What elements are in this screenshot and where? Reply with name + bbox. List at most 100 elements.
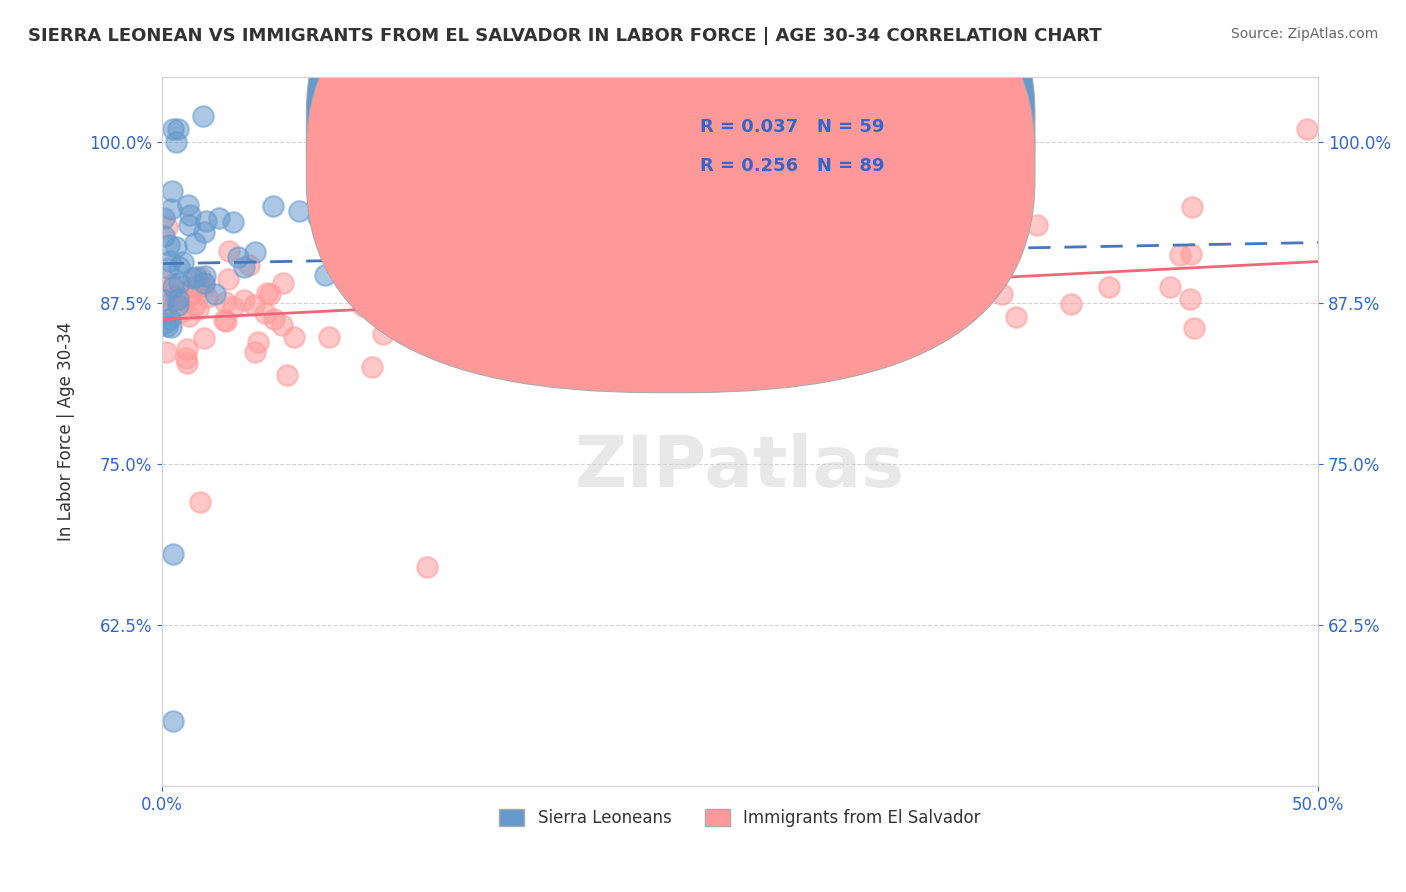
Point — [233, 260, 256, 275]
Point — [160, 319, 183, 334]
Point — [314, 268, 336, 283]
Point — [170, 305, 193, 319]
Point — [799, 289, 821, 303]
Point — [256, 285, 278, 300]
Point — [193, 331, 215, 345]
Point — [883, 260, 905, 274]
Text: R = 0.037   N = 59: R = 0.037 N = 59 — [700, 118, 884, 136]
Point — [165, 135, 187, 149]
Point — [806, 280, 828, 294]
Point — [1159, 280, 1181, 294]
Point — [155, 319, 177, 334]
Point — [218, 244, 240, 259]
Point — [153, 229, 176, 244]
Point — [1060, 297, 1083, 311]
Point — [831, 298, 853, 312]
Point — [825, 286, 848, 301]
Point — [529, 269, 551, 284]
Point — [430, 318, 453, 333]
Text: R = 0.256   N = 89: R = 0.256 N = 89 — [700, 157, 884, 175]
Point — [194, 214, 217, 228]
Point — [188, 495, 211, 509]
Point — [159, 254, 181, 268]
Point — [177, 218, 200, 232]
Point — [742, 260, 765, 275]
Point — [283, 330, 305, 344]
Point — [162, 277, 184, 291]
Point — [166, 298, 188, 312]
Point — [195, 290, 218, 304]
Point — [1295, 122, 1317, 136]
Point — [184, 298, 207, 312]
Point — [929, 251, 952, 265]
Point — [162, 714, 184, 729]
Point — [156, 220, 179, 235]
Point — [162, 122, 184, 136]
Point — [172, 255, 194, 269]
Point — [246, 334, 269, 349]
Point — [214, 294, 236, 309]
Point — [942, 299, 965, 313]
Point — [190, 270, 212, 285]
Point — [1180, 247, 1202, 261]
Point — [153, 211, 176, 226]
Point — [361, 360, 384, 375]
Point — [585, 368, 607, 383]
Point — [766, 190, 789, 204]
Point — [432, 187, 454, 202]
Point — [153, 273, 176, 287]
Point — [920, 272, 942, 286]
Point — [153, 316, 176, 330]
Point — [243, 245, 266, 260]
Point — [1168, 247, 1191, 261]
Point — [612, 255, 634, 269]
Point — [756, 232, 779, 246]
Point — [512, 219, 534, 234]
Point — [162, 279, 184, 293]
Point — [415, 559, 437, 574]
Point — [166, 292, 188, 306]
Point — [176, 292, 198, 306]
Point — [271, 276, 294, 290]
Point — [153, 293, 176, 308]
Point — [370, 293, 392, 308]
Point — [557, 262, 579, 277]
Point — [911, 294, 934, 309]
Point — [155, 344, 177, 359]
Point — [169, 291, 191, 305]
Point — [156, 261, 179, 276]
Point — [177, 198, 200, 212]
Point — [179, 208, 201, 222]
Point — [782, 259, 804, 273]
Point — [938, 303, 960, 318]
Point — [162, 547, 184, 561]
Point — [226, 250, 249, 264]
Point — [204, 287, 226, 301]
Point — [508, 310, 530, 324]
Text: Source: ZipAtlas.com: Source: ZipAtlas.com — [1230, 27, 1378, 41]
Point — [181, 280, 204, 294]
Point — [167, 122, 190, 136]
Point — [176, 342, 198, 356]
Point — [481, 324, 503, 338]
Point — [1026, 218, 1049, 232]
Point — [454, 323, 477, 337]
Point — [371, 327, 394, 342]
Point — [1098, 280, 1121, 294]
Point — [174, 351, 197, 366]
Point — [1182, 321, 1205, 335]
Point — [193, 278, 215, 293]
Point — [215, 314, 238, 328]
Point — [243, 344, 266, 359]
Point — [262, 199, 284, 213]
Point — [543, 241, 565, 255]
Point — [271, 318, 294, 332]
Point — [243, 298, 266, 312]
Point — [1005, 310, 1028, 325]
Point — [312, 217, 335, 231]
Point — [193, 109, 215, 123]
Point — [364, 219, 387, 234]
Point — [165, 240, 187, 254]
Point — [222, 215, 245, 229]
Point — [276, 368, 298, 383]
